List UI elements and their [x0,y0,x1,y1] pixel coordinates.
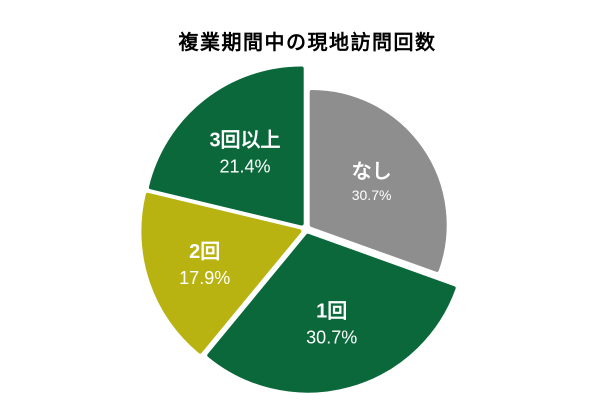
slice-percent-2: 17.9% [179,268,230,288]
pie-slice-1 [207,233,456,393]
chart-title: 複業期間中の現地訪問回数 [178,32,437,54]
slice-label-0: なし [352,160,392,183]
pie-slice-0 [309,90,447,272]
pie-slice-2 [141,192,302,354]
pie-slice-3 [148,66,304,226]
slice-percent-1: 30.7% [306,327,357,347]
slice-label-3: 3回以上 [209,129,280,152]
slice-label-1: 1回 [316,299,347,322]
slice-label-2: 2回 [189,240,220,263]
slice-percent-0: 30.7% [352,187,392,203]
slice-percent-3: 21.4% [219,157,270,177]
